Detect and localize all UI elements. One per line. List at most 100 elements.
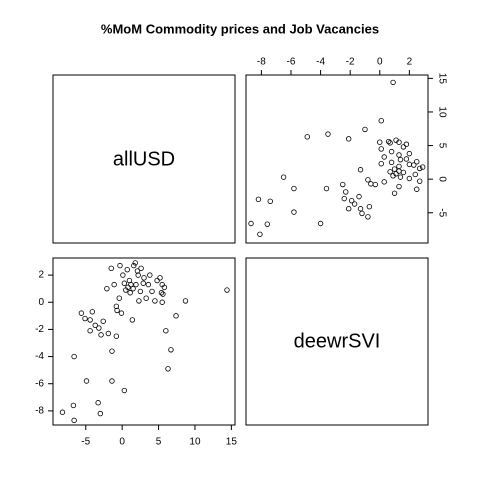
point — [149, 288, 155, 295]
point — [403, 141, 410, 147]
point — [97, 410, 104, 417]
point — [152, 298, 158, 304]
point — [378, 146, 384, 152]
x-tick-label: 2 — [407, 57, 413, 68]
point — [357, 206, 364, 212]
point — [317, 220, 324, 227]
point — [357, 167, 364, 173]
point — [128, 281, 134, 288]
point — [143, 295, 149, 301]
y-tick-label: 2 — [38, 270, 44, 281]
point — [343, 189, 349, 195]
point — [255, 196, 262, 203]
point — [362, 126, 368, 133]
point — [130, 285, 136, 292]
point — [159, 299, 165, 305]
point — [406, 175, 413, 182]
y-tick-label: 15 — [436, 73, 447, 85]
y-tick-label: 5 — [436, 143, 447, 149]
x-tick-label: -6 — [287, 57, 296, 68]
point — [157, 275, 163, 281]
point — [82, 315, 88, 322]
point — [168, 347, 174, 353]
point — [368, 181, 374, 187]
point — [366, 204, 373, 210]
point — [396, 183, 402, 190]
x-tick-label: -5 — [81, 437, 90, 448]
point — [109, 348, 115, 354]
point — [108, 265, 114, 272]
point — [291, 209, 297, 215]
variable-label: allUSD — [113, 148, 175, 170]
x-tick-label: -4 — [316, 57, 325, 68]
point — [414, 186, 420, 192]
y-tick-label: -6 — [35, 378, 44, 389]
point — [87, 317, 93, 323]
point — [351, 201, 358, 207]
point — [381, 154, 387, 160]
point — [340, 181, 346, 188]
point — [87, 328, 93, 334]
point — [378, 161, 384, 167]
point — [111, 281, 117, 288]
point — [341, 195, 347, 202]
point — [267, 198, 273, 205]
y-tick-label: -2 — [35, 324, 44, 335]
point — [95, 400, 101, 406]
point — [147, 272, 153, 278]
variable-label: deewrSVI — [294, 330, 381, 352]
point — [113, 333, 120, 339]
x-tick-label: -2 — [346, 57, 355, 68]
point — [154, 277, 160, 284]
point — [104, 285, 110, 292]
point — [70, 402, 77, 409]
point — [365, 214, 371, 220]
point — [59, 409, 66, 415]
point — [304, 134, 310, 140]
point — [365, 177, 371, 183]
point — [116, 295, 122, 301]
point — [127, 290, 133, 296]
point — [400, 144, 407, 150]
point — [388, 159, 395, 166]
point — [92, 322, 98, 329]
point — [125, 284, 131, 291]
panel — [245, 74, 429, 244]
point — [406, 150, 413, 157]
point — [396, 168, 402, 174]
point — [356, 193, 362, 200]
x-tick-label: 10 — [189, 437, 201, 448]
point — [280, 174, 287, 180]
point — [345, 206, 352, 212]
point — [129, 317, 136, 323]
point — [105, 330, 112, 337]
point — [381, 179, 387, 185]
point — [391, 190, 398, 196]
point — [160, 291, 166, 297]
panel — [52, 257, 236, 426]
point — [109, 378, 115, 384]
point — [414, 158, 420, 165]
point — [372, 181, 379, 188]
point — [400, 169, 407, 176]
point — [78, 310, 85, 316]
point — [173, 313, 179, 319]
point — [359, 210, 365, 217]
point — [141, 275, 147, 281]
panel — [245, 257, 429, 426]
point — [132, 260, 138, 266]
x-tick-label: 5 — [156, 437, 162, 448]
point — [387, 140, 393, 146]
point — [89, 309, 96, 315]
y-tick-label: -4 — [35, 351, 44, 362]
point — [113, 303, 120, 310]
point — [182, 298, 189, 304]
point — [158, 290, 165, 296]
point — [390, 79, 396, 86]
point — [291, 185, 297, 192]
point — [396, 152, 402, 158]
point — [391, 166, 398, 172]
point — [385, 138, 392, 145]
point — [325, 131, 331, 137]
